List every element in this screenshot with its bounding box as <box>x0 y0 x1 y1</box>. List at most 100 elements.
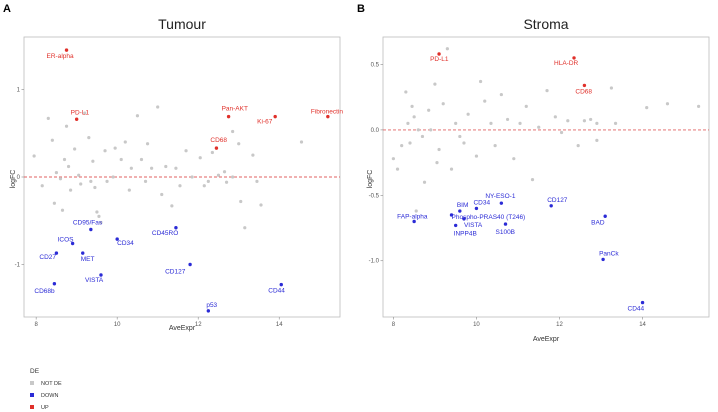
point-not-de <box>68 188 73 192</box>
point-not-de <box>170 204 174 208</box>
point-down <box>601 257 605 262</box>
point-label-down: BAD <box>591 219 605 226</box>
point-not-de <box>222 170 227 174</box>
y-axis-label: logFC <box>367 170 374 189</box>
point-not-de <box>466 112 470 116</box>
point-not-de <box>582 119 587 123</box>
point-not-de <box>545 89 549 93</box>
point-not-de <box>174 166 178 170</box>
panel-stroma: B Stroma 8 10 12 14 0.5 0.0 -0.5 -1.0 AveExpr logFC… <box>357 3 710 343</box>
point-not-de <box>103 149 107 153</box>
point-up <box>273 114 277 119</box>
point-not-de <box>139 157 144 162</box>
point-not-de <box>410 104 414 108</box>
y-tick-label: 0.0 <box>371 128 380 134</box>
point-not-de <box>64 124 69 128</box>
point-not-de <box>66 164 71 169</box>
y-tick-label: 1 <box>17 88 21 94</box>
point-down <box>499 201 504 205</box>
point-up <box>582 83 587 88</box>
point-not-de <box>190 175 194 179</box>
point-label-down: p53 <box>206 302 217 309</box>
point-not-de <box>429 128 433 132</box>
point-not-de <box>239 199 243 204</box>
point-not-de <box>119 157 123 162</box>
point-not-de <box>595 121 599 125</box>
point-not-de <box>512 157 516 161</box>
point-down <box>449 213 454 217</box>
point-not-de <box>111 175 115 179</box>
point-not-de <box>89 179 93 183</box>
point-label-down: CD68b <box>34 288 55 295</box>
point-up <box>437 52 441 56</box>
x-axis-label: AveExpr <box>169 325 196 332</box>
point-not-de <box>105 179 109 183</box>
point-label-down: CD45RO <box>152 230 178 237</box>
panel-letter: B <box>357 3 365 15</box>
point-not-de <box>406 121 410 125</box>
point-up <box>214 146 219 150</box>
point-label-up: Ki-67 <box>257 119 273 126</box>
point-not-de <box>259 203 263 207</box>
point-not-de <box>537 125 541 129</box>
point-not-de <box>83 111 87 115</box>
point-not-de <box>441 102 445 106</box>
point-label-up: ER-alpha <box>47 53 74 60</box>
point-not-de <box>412 115 416 119</box>
point-not-de <box>505 117 510 122</box>
legend-label-down: DOWN <box>41 393 58 399</box>
point-label-down: CD95/Fas <box>73 220 103 227</box>
point-not-de <box>251 153 255 157</box>
point-not-de <box>123 140 127 144</box>
point-not-de <box>216 173 221 177</box>
point-down <box>462 217 466 221</box>
point-down <box>81 251 85 255</box>
point-not-de <box>243 226 247 230</box>
legend-title: DE <box>30 368 40 375</box>
x-tick-label: 14 <box>639 322 646 328</box>
point-not-de <box>422 180 427 184</box>
legend: DE NOT DE DOWN UP <box>30 368 62 411</box>
point-not-de <box>255 179 259 183</box>
point-not-de <box>445 47 449 51</box>
point-not-de <box>99 220 103 225</box>
point-not-de <box>553 115 557 119</box>
point-label-down: VISTA <box>464 222 483 229</box>
x-tick-label: 10 <box>473 322 480 328</box>
point-label-down: Phospho-PRAS40 (T246) <box>452 214 526 221</box>
point-down <box>115 237 119 241</box>
point-not-de <box>416 128 420 132</box>
point-label-up: HLA-DR <box>554 60 579 67</box>
point-not-de <box>231 175 235 179</box>
point-not-de <box>437 147 441 152</box>
point-label-down: BIM <box>457 202 469 209</box>
point-down <box>458 209 462 213</box>
point-label-up: CD68 <box>575 88 592 95</box>
legend-swatch-down <box>30 393 34 397</box>
point-not-de <box>93 185 97 190</box>
point-down <box>412 219 416 224</box>
point-not-de <box>198 156 202 160</box>
point-not-de <box>395 167 400 171</box>
point-label-down: PanCk <box>599 250 619 257</box>
plot-frame <box>382 36 710 318</box>
x-axis-label: AveExpr <box>533 336 560 343</box>
y-tick-label: -0.5 <box>369 193 380 199</box>
point-not-de <box>645 106 649 110</box>
point-down <box>174 226 178 230</box>
point-not-de <box>400 143 404 148</box>
x-tick-label: 8 <box>34 322 38 328</box>
x-tick-label: 12 <box>195 322 202 328</box>
point-not-de <box>420 134 425 139</box>
point-not-de <box>150 166 154 170</box>
point-not-de <box>609 86 614 90</box>
point-label-down: CD127 <box>547 197 568 204</box>
point-not-de <box>414 209 418 213</box>
point-not-de <box>206 179 210 183</box>
point-label-down: FAP-alpha <box>397 213 428 220</box>
point-down <box>54 251 59 255</box>
point-down <box>474 206 479 211</box>
x-tick-label: 12 <box>556 322 563 328</box>
point-down <box>89 227 93 232</box>
